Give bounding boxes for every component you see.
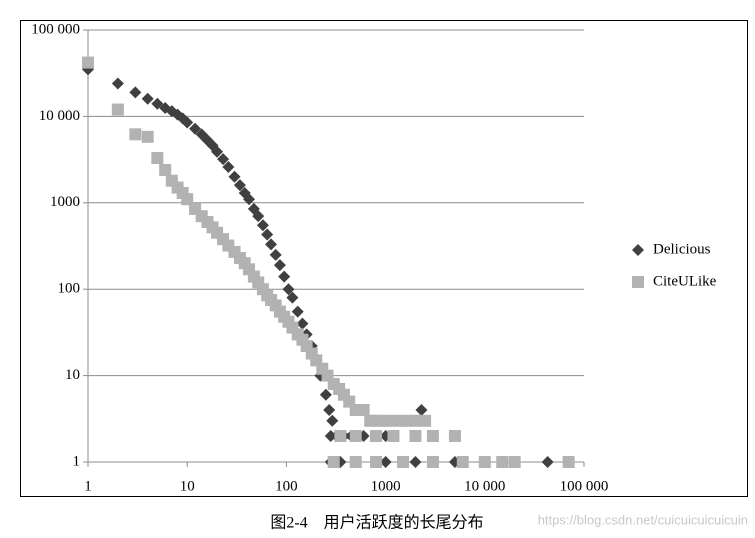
point — [111, 103, 124, 116]
point — [409, 414, 422, 427]
point — [379, 456, 392, 468]
point — [141, 92, 154, 105]
point — [387, 429, 400, 442]
point — [508, 456, 521, 468]
point — [448, 429, 461, 442]
x-tick-label: 1 — [84, 478, 92, 494]
point — [409, 429, 422, 442]
point — [217, 153, 230, 166]
point — [323, 403, 336, 416]
point — [222, 160, 235, 173]
point — [426, 429, 439, 442]
point — [189, 122, 202, 135]
point — [327, 456, 340, 468]
x-tick-label: 1000 — [371, 478, 401, 494]
point — [129, 86, 142, 99]
point — [478, 456, 491, 468]
point — [426, 456, 439, 468]
point — [399, 414, 412, 427]
point — [273, 259, 286, 272]
point — [349, 456, 362, 468]
point — [415, 403, 428, 416]
point — [265, 238, 278, 251]
point — [319, 388, 332, 401]
point — [151, 152, 164, 165]
point — [326, 414, 339, 427]
legend-label: CiteULike — [653, 273, 717, 289]
point — [291, 305, 304, 318]
point — [357, 403, 370, 416]
point — [369, 429, 382, 442]
y-tick-label: 100 — [58, 281, 81, 297]
x-tick-label: 100 000 — [560, 478, 609, 494]
y-tick-label: 1 — [73, 453, 81, 469]
point — [397, 456, 410, 468]
point — [379, 414, 392, 427]
point — [296, 317, 309, 330]
caption: 图2-4 用户活跃度的长尾分布 — [270, 514, 483, 532]
x-tick-label: 10 — [180, 478, 195, 494]
point — [349, 429, 362, 442]
legend-marker — [632, 244, 644, 256]
point — [278, 270, 291, 283]
point — [233, 179, 246, 192]
point — [409, 456, 422, 468]
point — [269, 248, 282, 261]
x-tick-label: 100 — [275, 478, 298, 494]
point — [141, 130, 154, 143]
point — [334, 429, 347, 442]
y-tick-label: 10 — [65, 367, 80, 383]
y-tick-label: 100 000 — [31, 21, 80, 37]
x-tick-label: 10 000 — [464, 478, 505, 494]
point — [129, 128, 142, 141]
legend-marker — [632, 276, 644, 288]
point — [282, 283, 295, 296]
y-tick-label: 10 000 — [39, 108, 80, 124]
point — [181, 193, 194, 206]
point — [369, 456, 382, 468]
point — [286, 291, 299, 304]
chart-frame — [20, 20, 748, 497]
point — [562, 456, 575, 468]
watermark: https://blog.csdn.net/cuicuicuicuicuin — [538, 512, 748, 527]
point — [419, 414, 432, 427]
point — [496, 456, 509, 468]
point — [151, 97, 164, 110]
point — [111, 77, 124, 90]
point — [181, 116, 194, 129]
point — [261, 228, 274, 241]
y-tick-label: 1000 — [50, 194, 80, 210]
point — [159, 163, 172, 176]
point — [541, 456, 554, 468]
point — [211, 145, 224, 158]
point — [252, 210, 265, 223]
point — [228, 170, 241, 183]
point — [456, 456, 469, 468]
legend-label: Delicious — [653, 241, 711, 257]
point — [82, 56, 94, 69]
point — [243, 193, 256, 206]
point — [256, 219, 269, 232]
